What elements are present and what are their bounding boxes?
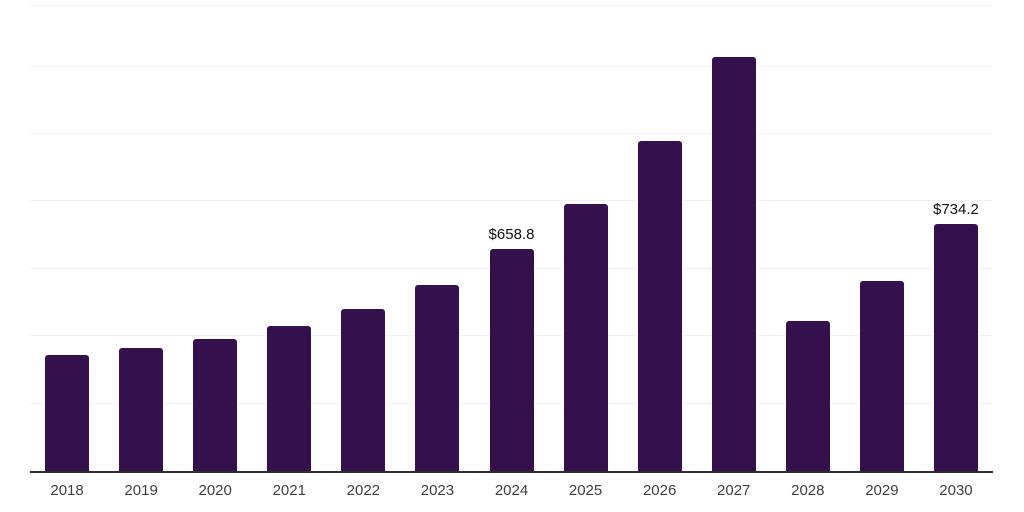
x-axis-labels: 2018 2019 2020 2021 2022 2023 2024 2025 2026 2027…	[30, 481, 993, 505]
bar-value-label: $658.8	[488, 226, 535, 244]
plot-area: $658.8 $734.2	[30, 5, 993, 473]
x-tick-2018: 2018	[50, 482, 84, 499]
x-tick-2025: 2025	[568, 482, 603, 499]
gridline	[30, 133, 993, 135]
x-tick-2028: 2028	[791, 482, 825, 499]
x-tick-2021: 2021	[272, 482, 306, 499]
gridline	[30, 200, 993, 202]
bar-2027	[711, 57, 756, 471]
x-tick-2024: 2024	[494, 482, 529, 499]
x-tick-2027: 2027	[717, 482, 751, 499]
gridline	[30, 65, 993, 67]
bar-2023	[415, 284, 460, 471]
x-tick-2030: 2030	[939, 482, 973, 499]
bar-2022	[341, 308, 386, 471]
x-tick-2020: 2020	[198, 482, 232, 499]
bar-2030	[933, 223, 978, 471]
bar-2018	[45, 354, 90, 471]
bar-2029	[859, 280, 904, 471]
x-tick-2026: 2026	[642, 482, 677, 499]
bar-2021	[267, 326, 312, 471]
x-tick-2019: 2019	[124, 482, 158, 499]
bar-2026	[637, 141, 682, 471]
bar-2019	[119, 347, 164, 471]
bar-2024	[489, 249, 534, 471]
bar-2028	[785, 320, 830, 471]
x-tick-2022: 2022	[346, 482, 381, 499]
x-tick-2029: 2029	[865, 482, 899, 499]
bar-2025	[563, 203, 608, 471]
x-tick-2023: 2023	[420, 482, 455, 499]
bar-2020	[193, 338, 238, 471]
bar-value-label: $734.2	[933, 200, 979, 218]
